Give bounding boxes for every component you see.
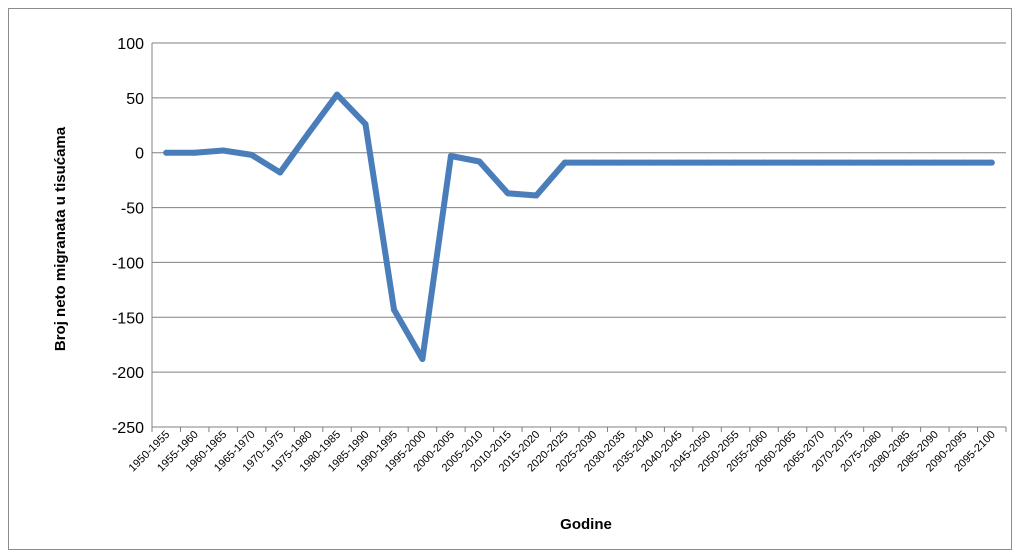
data-point [419,355,426,362]
chart-frame: 100 50 0 -50 -100 -150 -200 -250 1950-1955 1955-… [8,8,1012,550]
y-tick-label: -200 [112,365,144,382]
data-point [191,149,198,156]
data-point [390,306,397,313]
data-point [960,159,967,166]
line-chart: 100 50 0 -50 -100 -150 -200 -250 1950-19551955-… [52,36,1007,533]
data-point [647,159,654,166]
series-line [163,91,995,362]
y-tick-label: -50 [121,201,144,218]
gridlines [151,42,1007,432]
data-point [931,159,938,166]
data-point [817,159,824,166]
data-point [704,159,711,166]
data-point [561,159,568,166]
data-point [447,153,454,160]
data-point [334,91,341,98]
y-tick-label: 100 [117,36,144,53]
data-point [248,151,255,158]
data-point [903,159,910,166]
data-point [618,159,625,166]
y-tick-label: 50 [126,91,144,108]
y-tick-label: -100 [112,255,144,272]
data-point [362,121,369,128]
x-axis-ticks: 1950-19551955-19601960-19651965-19701970… [127,429,998,475]
data-point [305,129,312,136]
data-point [277,169,284,176]
y-tick-label: 0 [135,146,144,163]
data-point [846,159,853,166]
data-point [533,192,540,199]
data-point [476,158,483,165]
data-point [163,149,170,156]
y-axis-title: Broj neto migranata u tisućama [52,126,69,351]
data-point [789,159,796,166]
data-point [732,159,739,166]
data-point [504,190,511,197]
data-point [874,159,881,166]
x-axis-title: Godine [560,516,612,533]
data-point [675,159,682,166]
data-point [220,147,227,154]
series-layer [163,91,995,362]
data-point [590,159,597,166]
y-tick-label: -250 [112,420,144,437]
data-point [988,159,995,166]
y-tick-label: -150 [112,310,144,327]
y-axis-ticks: 100 50 0 -50 -100 -150 -200 -250 [112,36,144,437]
data-point [761,159,768,166]
